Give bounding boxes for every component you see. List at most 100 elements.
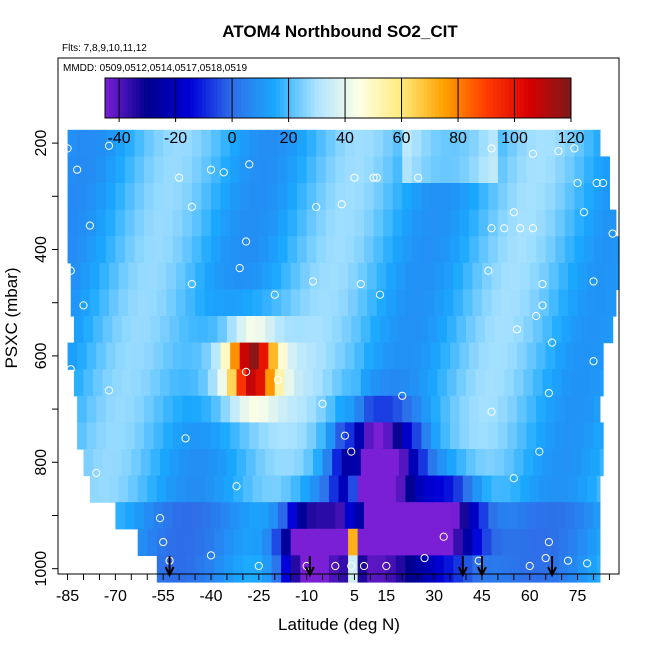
heatmap-cell <box>351 316 362 344</box>
heatmap-cell <box>526 342 537 370</box>
heatmap-cell <box>188 316 199 344</box>
heatmap-cell <box>172 395 183 423</box>
heatmap-cell <box>277 422 289 450</box>
heatmap-cell <box>599 369 604 397</box>
heatmap-cell <box>134 422 145 450</box>
heatmap-cell <box>373 236 384 264</box>
heatmap-cell <box>86 422 97 450</box>
heatmap-cell <box>446 316 458 344</box>
heatmap-cell <box>255 448 266 477</box>
heatmap-cell <box>124 422 136 450</box>
heatmap-cell <box>488 156 499 184</box>
heatmap-cell <box>539 555 550 583</box>
heatmap-cell <box>590 316 601 344</box>
heatmap-cell <box>172 236 183 264</box>
colorbar-swatch <box>470 78 475 118</box>
heatmap-cell <box>233 528 244 556</box>
flight-arrow <box>547 556 557 578</box>
heatmap-cell <box>494 369 505 397</box>
heatmap-cell <box>386 289 397 317</box>
observation-marker <box>359 561 369 571</box>
heatmap-cell <box>169 316 180 344</box>
heatmap-cell <box>472 262 483 290</box>
x-axis: -85 -70 -55 -40 -25 -10 5 15 30 45 60 75 <box>56 574 610 605</box>
heatmap-cell <box>230 156 241 184</box>
heatmap-cell <box>316 395 327 423</box>
observation-marker <box>187 279 196 289</box>
heatmap-cell <box>395 528 407 556</box>
heatmap-cell <box>555 183 566 211</box>
heatmap-cell <box>223 475 234 503</box>
heatmap-cell <box>348 528 359 556</box>
heatmap-cell <box>99 289 110 317</box>
heatmap-cell <box>204 475 215 503</box>
heatmap-cell <box>118 475 129 503</box>
heatmap-cell <box>434 289 445 317</box>
heatmap-cell <box>386 475 397 503</box>
heatmap-cell <box>96 422 107 450</box>
heatmap-cell <box>488 209 499 237</box>
heatmap-cell <box>220 502 231 530</box>
heatmap-cell <box>437 316 448 344</box>
observation-marker <box>525 561 534 571</box>
heatmap-cell <box>373 395 384 423</box>
heatmap-cell <box>172 209 183 237</box>
observation-marker <box>187 202 196 212</box>
observation-marker <box>589 357 598 366</box>
heatmap-cell <box>226 369 238 397</box>
heatmap-cell <box>504 316 515 344</box>
heatmap-cell <box>405 289 416 317</box>
colorbar-swatch <box>380 78 386 118</box>
heatmap-cell <box>332 316 343 344</box>
heatmap-cell <box>555 395 566 423</box>
y-tick-label: 400 <box>33 236 50 263</box>
heatmap-cell <box>297 342 308 370</box>
colorbar-tick-label: 20 <box>280 130 298 147</box>
heatmap-cell <box>383 183 394 211</box>
heatmap-cell <box>249 129 260 158</box>
colorbar-swatch <box>376 78 382 118</box>
heatmap-cell <box>536 236 547 264</box>
heatmap-cell <box>316 183 327 211</box>
heatmap-cell <box>501 528 512 556</box>
heatmap-cell <box>478 156 489 184</box>
observation-marker <box>308 277 318 286</box>
heatmap-cell <box>504 369 515 397</box>
heatmap-cell <box>478 129 489 158</box>
heatmap-cell <box>536 422 547 450</box>
observation-marker <box>347 561 356 571</box>
observation-marker <box>155 514 165 523</box>
heatmap-cell <box>147 528 158 556</box>
colorbar-swatch <box>341 78 347 118</box>
heatmap-cell <box>163 183 174 211</box>
heatmap-cell <box>281 528 292 556</box>
y-tick-label: 1000 <box>33 551 50 587</box>
heatmap-cell <box>408 369 419 397</box>
heatmap-cell <box>325 422 336 450</box>
heatmap-cell <box>147 262 158 290</box>
heatmap-cell <box>258 342 269 370</box>
heatmap-cell <box>593 502 601 530</box>
colorbar-swatch <box>233 78 238 118</box>
heatmap-cell <box>348 289 359 317</box>
colorbar-swatch <box>306 78 312 118</box>
heatmap-cell <box>558 475 569 503</box>
heatmap-cell <box>89 289 101 317</box>
colorbar-swatch <box>442 78 448 118</box>
heatmap-cell <box>239 129 250 158</box>
colorbar-swatch <box>295 78 300 118</box>
heatmap-cell <box>615 262 620 290</box>
heatmap-cell <box>179 448 190 477</box>
colorbar-swatch <box>563 78 568 118</box>
heatmap-cell <box>430 342 442 370</box>
heatmap-cell <box>564 502 575 530</box>
heatmap-cell <box>191 183 203 211</box>
heatmap-cell <box>306 183 317 211</box>
heatmap-cell <box>191 422 203 450</box>
colorbar-swatch <box>213 78 219 118</box>
heatmap-cell <box>77 342 88 370</box>
heatmap-cell <box>520 475 531 503</box>
heatmap-cell <box>201 129 212 158</box>
heatmap-cell <box>73 316 85 344</box>
colorbar-swatch <box>225 78 230 118</box>
